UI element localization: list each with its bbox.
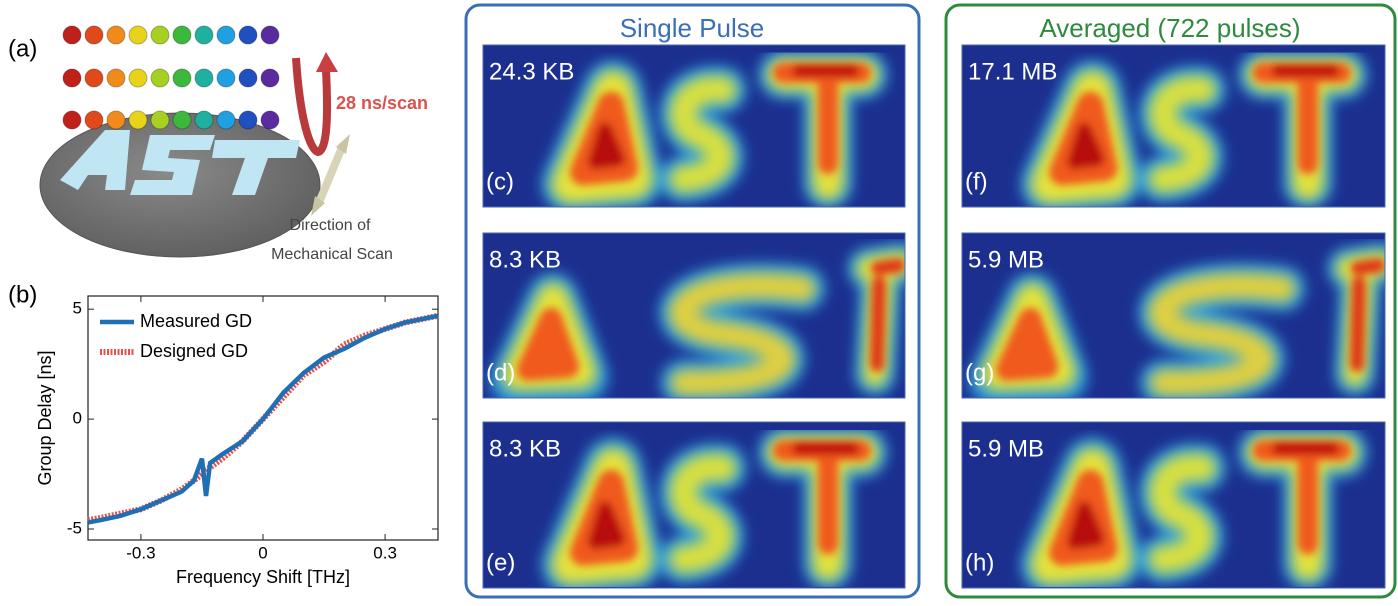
- panel-a: (a) 28 ns/scan Direction of Mechanical S…: [8, 26, 428, 263]
- bead: [239, 111, 257, 129]
- bead: [129, 26, 147, 44]
- image-label: (h): [965, 549, 994, 576]
- data-size: 5.9 MB: [968, 435, 1044, 462]
- bead: [239, 26, 257, 44]
- bead: [173, 111, 191, 129]
- image-label: (c): [486, 168, 514, 195]
- bead: [195, 26, 213, 44]
- panel-b: (b) -5 0 5 -0.3 0 0.3 Frequency Shift [THz] Gro…: [8, 281, 438, 586]
- bead: [107, 69, 125, 87]
- bead: [129, 111, 147, 129]
- bead: [195, 69, 213, 87]
- bead: [261, 111, 279, 129]
- bead: [217, 111, 235, 129]
- x-tick-label: 0.3: [373, 543, 397, 562]
- scan-arrow: [296, 58, 327, 152]
- bead: [261, 69, 279, 87]
- data-size: 8.3 KB: [489, 246, 561, 273]
- image-label: (f): [965, 168, 988, 195]
- heatmap-letters: [571, 448, 863, 564]
- bead: [195, 111, 213, 129]
- scan-speed: 28 ns/scan: [336, 93, 428, 113]
- bead: [63, 69, 81, 87]
- image-grid: 24.3 KB (c) 8.3 KB (d) 8.3 KB (e) 17.1 MB (f) 5.…: [483, 45, 1385, 588]
- column-title: Averaged (722 pulses): [1039, 13, 1300, 43]
- bead: [107, 26, 125, 44]
- y-axis-label: Group Delay [ns]: [35, 350, 55, 485]
- data-size: 5.9 MB: [968, 246, 1044, 273]
- bead: [107, 111, 125, 129]
- bead: [63, 111, 81, 129]
- bead: [85, 26, 103, 44]
- bead: [85, 69, 103, 87]
- x-tick-label: -0.3: [126, 543, 155, 562]
- image-label: (d): [486, 359, 515, 386]
- data-size: 8.3 KB: [489, 435, 561, 462]
- legend-label: Designed GD: [140, 341, 248, 361]
- heatmap-letters: [1050, 71, 1343, 184]
- heatmap-letters: [571, 71, 863, 184]
- bead: [173, 26, 191, 44]
- y-tick-label: 5: [73, 299, 82, 318]
- image-label: (e): [486, 549, 515, 576]
- x-axis-label: Frequency Shift [THz]: [176, 567, 350, 587]
- bead: [151, 26, 169, 44]
- direction-text: Direction of: [290, 217, 371, 234]
- bead: [217, 69, 235, 87]
- scan-arrow-head: [316, 52, 338, 72]
- bead: [85, 111, 103, 129]
- bead: [151, 69, 169, 87]
- x-tick-label: 0: [258, 543, 267, 562]
- panel-label: (b): [8, 281, 37, 308]
- legend-label: Measured GD: [140, 311, 252, 331]
- figure: (a) 28 ns/scan Direction of Mechanical S…: [0, 0, 1398, 601]
- bead: [129, 69, 147, 87]
- data-size: 17.1 MB: [968, 58, 1057, 85]
- y-tick-label: -5: [67, 518, 82, 537]
- column-title: Single Pulse: [620, 13, 765, 43]
- bead: [63, 26, 81, 44]
- bead: [151, 111, 169, 129]
- heatmap-letters: [1050, 448, 1343, 564]
- bead: [217, 26, 235, 44]
- image-label: (g): [965, 359, 994, 386]
- data-size: 24.3 KB: [489, 58, 574, 85]
- bead: [239, 69, 257, 87]
- y-tick-label: 0: [73, 409, 82, 428]
- panel-label: (a): [8, 35, 37, 62]
- bead: [173, 69, 191, 87]
- bead: [261, 26, 279, 44]
- direction-text: Mechanical Scan: [271, 246, 393, 263]
